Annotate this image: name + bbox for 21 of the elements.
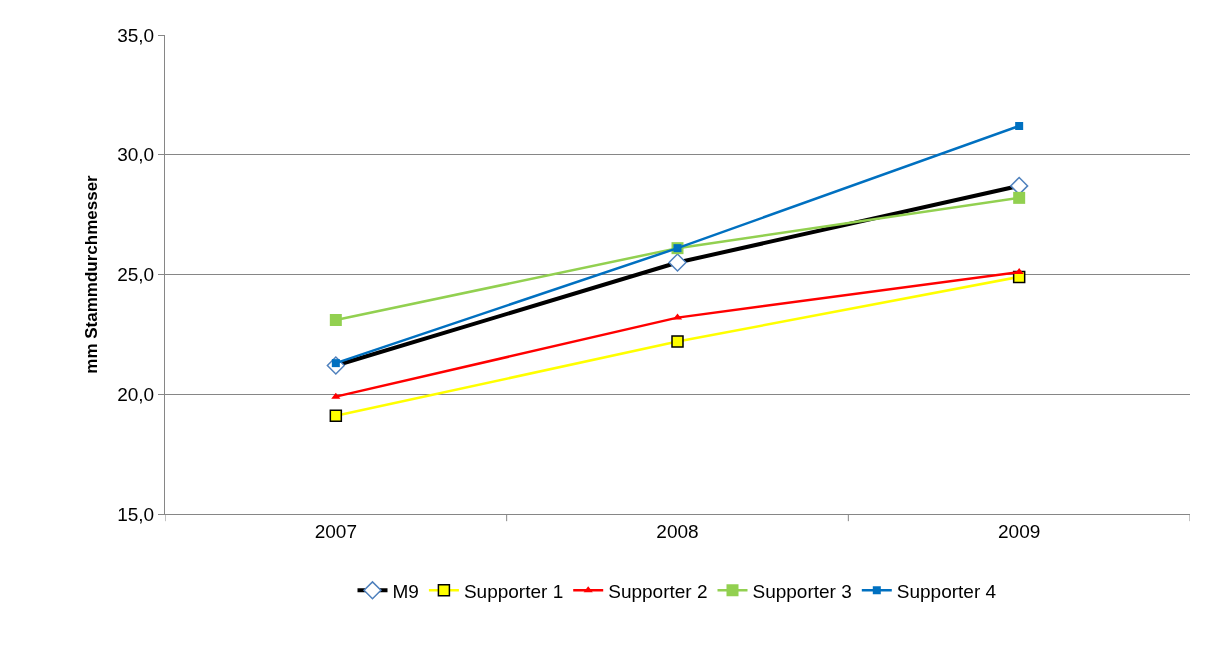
legend-label: M9	[392, 580, 419, 602]
point	[329, 409, 343, 423]
point	[329, 314, 342, 327]
y-tick-label: 15,0	[117, 503, 155, 525]
x-tick-label: 2008	[656, 520, 699, 542]
y-tick-label: 20,0	[117, 383, 155, 405]
point	[671, 335, 684, 348]
y-tick-label: 30,0	[117, 144, 155, 166]
x-tick-label: 2009	[998, 520, 1041, 542]
x-tick-label: 2007	[314, 520, 357, 542]
point	[1015, 122, 1024, 131]
legend-label: Supporter 2	[608, 580, 708, 602]
y-tick-label: 35,0	[117, 24, 155, 46]
legend-label: Supporter 3	[752, 580, 852, 602]
legend-label: Supporter 4	[896, 580, 997, 602]
point	[1014, 268, 1024, 275]
y-axis-title: mm Stammdurchmesser	[81, 174, 101, 374]
legend-label: Supporter 1	[463, 580, 564, 602]
point	[1013, 191, 1026, 204]
point	[331, 392, 341, 399]
y-tick-label: 25,0	[117, 264, 155, 286]
